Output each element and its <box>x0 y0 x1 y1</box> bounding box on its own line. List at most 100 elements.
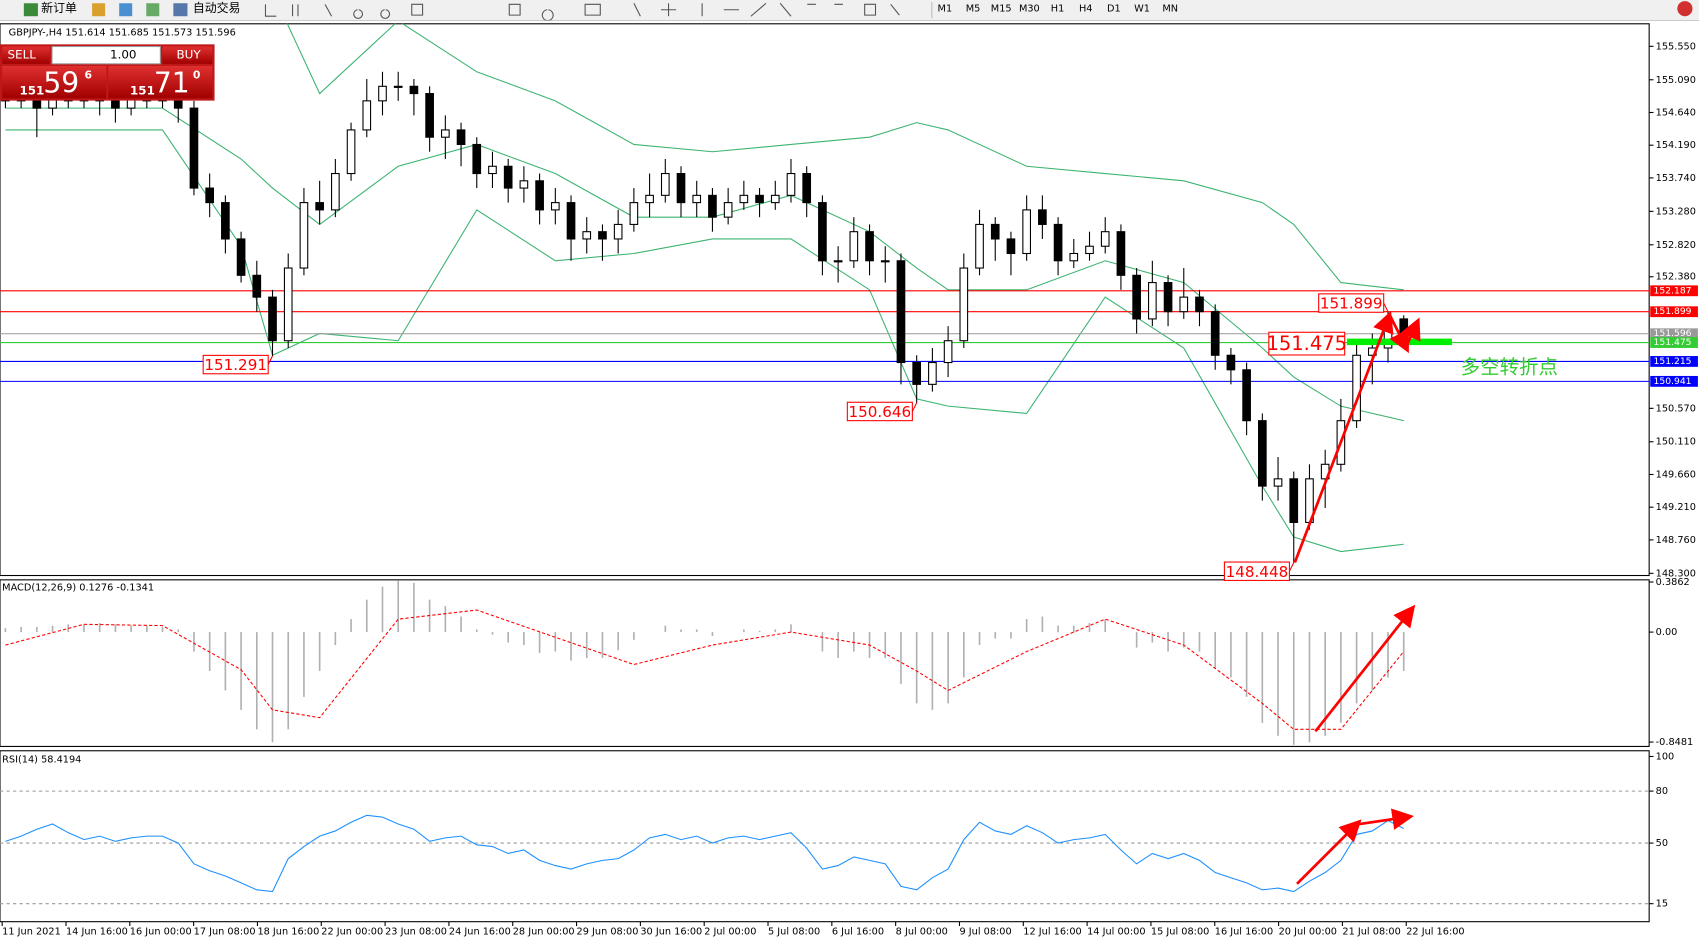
candle-body <box>315 202 324 211</box>
x-tick-label: 9 Jul 08:00 <box>959 926 1011 937</box>
candle-body <box>849 231 859 262</box>
chart-background <box>0 20 1699 939</box>
sell-button[interactable] <box>2 46 50 64</box>
annotation-label: 151.291 <box>204 356 267 374</box>
buy-label[interactable]: BUY <box>176 48 201 62</box>
x-tick-label: 8 Jul 00:00 <box>896 926 948 937</box>
timeframe-button[interactable]: H1 <box>1051 4 1065 15</box>
x-tick-label: 20 Jul 00:00 <box>1279 926 1337 937</box>
candle-body <box>1226 354 1236 371</box>
candle-body <box>928 361 937 385</box>
timeframe-button[interactable]: M5 <box>966 4 981 15</box>
timeframe-button[interactable]: M30 <box>1019 4 1040 15</box>
x-tick-label: 29 Jun 08:00 <box>577 926 639 937</box>
x-tick-label: 28 Jun 00:00 <box>513 926 575 937</box>
candle-body <box>1399 318 1409 335</box>
timeframe-button[interactable]: M1 <box>938 4 953 15</box>
x-tick-label: 30 Jun 16:00 <box>640 926 702 937</box>
x-tick-label: 23 Jun 08:00 <box>385 926 447 937</box>
y-tick-label: 50 <box>1656 838 1668 849</box>
lot-value[interactable]: 1.00 <box>110 48 137 62</box>
price-level-label: 151.899 <box>1653 306 1691 317</box>
buy-button[interactable] <box>162 46 213 64</box>
candle-body <box>441 129 450 138</box>
price-level-label: 151.215 <box>1653 356 1691 367</box>
candle-body <box>378 85 387 102</box>
timeframe-button[interactable]: W1 <box>1134 4 1150 15</box>
new-order-icon[interactable] <box>23 3 38 17</box>
y-tick-label: 15 <box>1656 899 1668 910</box>
x-tick-label: 14 Jul 00:00 <box>1087 926 1145 937</box>
timeframe-button[interactable]: MN <box>1162 4 1178 15</box>
candle-body <box>660 172 670 196</box>
candle-body <box>535 180 544 211</box>
candle-body <box>1053 223 1063 262</box>
annotation-leader <box>1288 562 1295 572</box>
y-tick-label: 0.00 <box>1656 627 1678 638</box>
chart-header: GBPJPY-,H4 151.614 151.685 151.573 151.5… <box>9 27 236 38</box>
bid-big: 151 <box>20 83 45 97</box>
indicator-label: RSI(14) 58.4194 <box>2 754 81 765</box>
candle-body <box>283 267 293 342</box>
candle-body <box>1242 369 1251 422</box>
annotation-box <box>1268 331 1346 356</box>
candle-body <box>676 172 686 204</box>
toolbar-icon[interactable] <box>146 3 160 17</box>
y-tick-label: 154.190 <box>1656 140 1696 151</box>
candle-body <box>818 202 827 262</box>
price-level-label: 151.596 <box>1653 328 1691 339</box>
candle-body <box>393 85 403 88</box>
drawing-tools[interactable] <box>264 2 900 21</box>
candle-body <box>1116 231 1126 276</box>
candle-body <box>990 223 1000 240</box>
candle-body <box>739 194 749 204</box>
new-order-button[interactable]: 新订单 <box>41 1 77 15</box>
candle-body <box>268 296 277 342</box>
candle-body <box>566 202 576 240</box>
y-tick-label: 152.380 <box>1656 272 1696 283</box>
toolbar-icon[interactable] <box>92 3 106 17</box>
price-pane-frame <box>0 23 1650 577</box>
auto-trading-button[interactable]: 自动交易 <box>193 1 241 15</box>
y-tick-label: 152.820 <box>1656 240 1696 251</box>
candle-body <box>1257 420 1267 487</box>
bid-box[interactable] <box>2 65 107 99</box>
candle-body <box>346 129 356 175</box>
auto-trading-icon[interactable] <box>173 3 188 17</box>
macd-pane-frame <box>0 579 1650 747</box>
bid-fraction: 6 <box>85 69 93 82</box>
annotation-leader <box>911 402 918 412</box>
annotation-box <box>846 401 913 422</box>
timeframe-button[interactable]: H4 <box>1079 4 1093 15</box>
indicator-label: MACD(12,26,9) 0.1276 -0.1341 <box>2 582 154 593</box>
alert-icon[interactable] <box>1677 1 1693 17</box>
candle-body <box>252 274 262 298</box>
y-tick-label: 150.110 <box>1656 437 1696 448</box>
candle-body <box>1289 478 1299 523</box>
timeframe-button[interactable]: M15 <box>991 4 1012 15</box>
ask-box[interactable] <box>108 65 213 99</box>
candle-body <box>692 194 702 204</box>
y-tick-label: 149.660 <box>1656 469 1696 480</box>
y-tick-label: 80 <box>1656 786 1668 797</box>
price-level-tag <box>1650 356 1698 367</box>
candle-body <box>362 100 372 131</box>
price-level-tag <box>1650 306 1698 318</box>
candle-body <box>613 223 623 240</box>
price-level-label: 151.475 <box>1653 337 1691 348</box>
rsi-pane-frame <box>0 750 1650 923</box>
candle-body <box>802 172 812 204</box>
candle-body <box>629 202 639 225</box>
toolbar-icon[interactable] <box>119 3 133 17</box>
y-tick-label: 153.740 <box>1656 173 1696 184</box>
y-tick-label: 155.090 <box>1656 75 1696 86</box>
ask-fraction: 0 <box>193 69 201 82</box>
timeframe-button[interactable]: D1 <box>1107 4 1121 15</box>
lot-input[interactable] <box>51 45 161 65</box>
candle-body <box>723 202 733 218</box>
candle-body <box>1148 282 1157 320</box>
sell-label[interactable]: SELL <box>8 48 37 62</box>
trend-arrows <box>1293 310 1421 885</box>
x-tick-label: 18 Jun 16:00 <box>257 926 319 937</box>
